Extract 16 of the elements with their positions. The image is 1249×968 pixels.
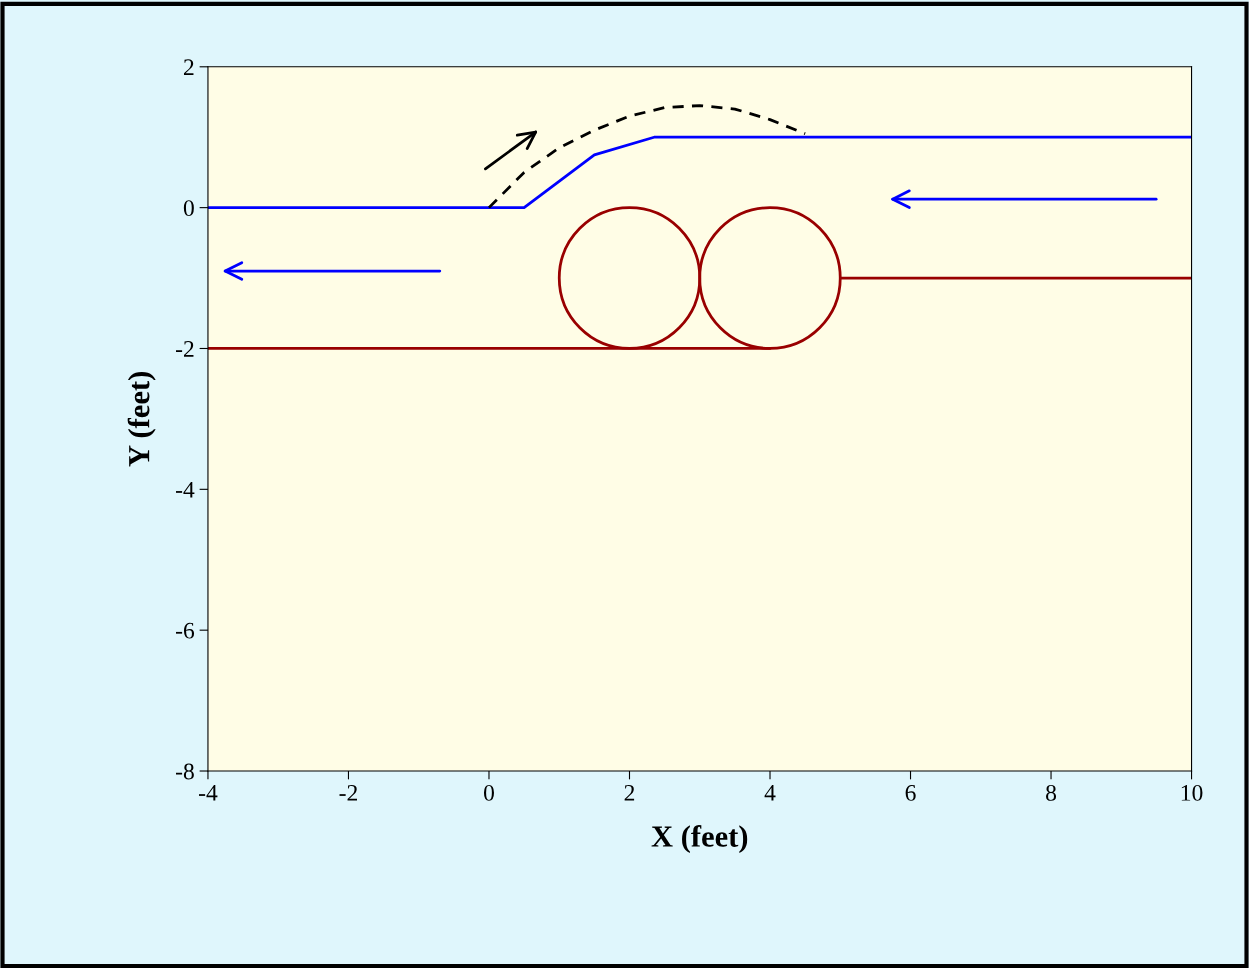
- x-tick-label: 8: [1046, 784, 1057, 801]
- x-tick-label: -4: [199, 785, 218, 801]
- x-tick-label: 6: [905, 784, 916, 801]
- y-tick-label: -8: [175, 763, 194, 780]
- x-tick-label: -2: [339, 784, 357, 801]
- x-tick-label: 2: [624, 784, 635, 801]
- y-axis-title: Y (feet): [127, 372, 156, 467]
- x-tick-label: 10: [1181, 784, 1203, 801]
- x-axis-title: X (feet): [651, 825, 748, 854]
- x-tick-label: 0: [483, 784, 494, 801]
- y-tick-label: -2: [175, 341, 194, 357]
- y-tick-label: 0: [183, 200, 194, 217]
- y-tick-label: -4: [175, 481, 195, 498]
- x-tick-label: 4: [764, 785, 776, 801]
- y-tick-label: -6: [175, 622, 195, 639]
- y-tick-label: 2: [184, 59, 194, 75]
